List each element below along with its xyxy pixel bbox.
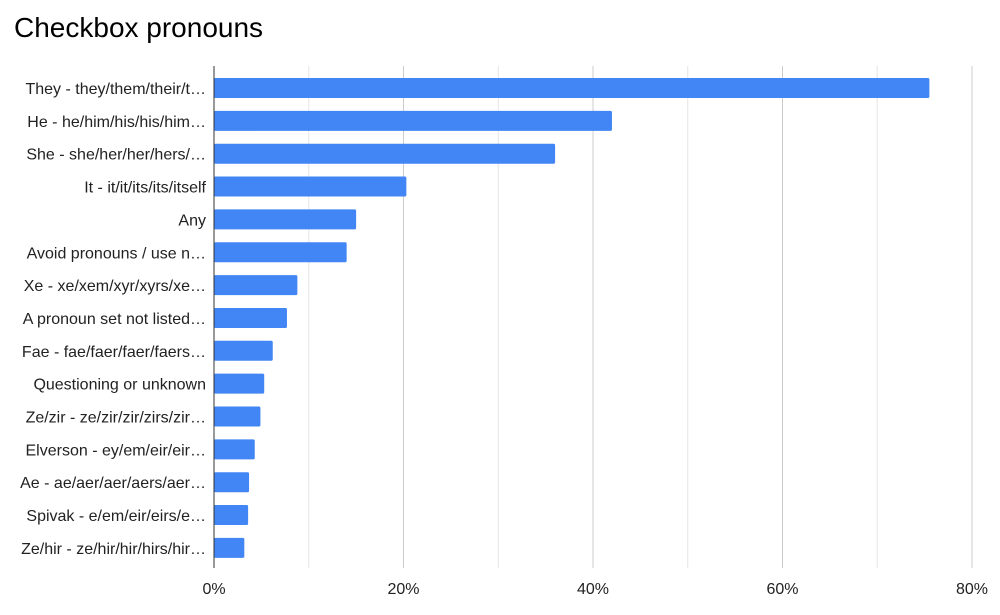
x-tick-labels: 0% 20% 40% 60% 80% xyxy=(202,581,988,598)
gridlines xyxy=(308,66,973,568)
category-label: Ze/hir - ze/hir/hir/hirs/hir… xyxy=(21,541,206,558)
category-label: Questioning or unknown xyxy=(33,377,206,394)
category-label: They - they/them/their/t… xyxy=(25,81,206,98)
bar xyxy=(214,472,250,493)
category-label: It - it/it/its/its/itself xyxy=(84,180,206,197)
bar xyxy=(214,537,245,558)
category-label: Elverson - ey/em/eir/eir… xyxy=(26,442,207,459)
bar xyxy=(214,505,249,526)
category-label: He - he/him/his/his/him… xyxy=(27,114,206,131)
x-tick-label: 80% xyxy=(956,581,988,598)
bar xyxy=(214,340,273,361)
category-label: Avoid pronouns / use n… xyxy=(27,245,206,262)
bar xyxy=(214,242,347,263)
bar xyxy=(214,143,556,164)
category-label: Fae - fae/faer/faer/faers… xyxy=(22,344,206,361)
bar xyxy=(214,307,287,328)
bar xyxy=(214,209,357,230)
x-tick-label: 0% xyxy=(202,581,225,598)
category-label: Ze/zir - ze/zir/zir/zirs/zir… xyxy=(26,410,206,427)
category-label: She - she/her/her/hers/… xyxy=(26,147,206,164)
bar xyxy=(214,110,612,131)
bar xyxy=(214,439,255,460)
x-tick-label: 40% xyxy=(577,581,609,598)
chart-title: Checkbox pronouns xyxy=(14,12,264,43)
category-label: Xe - xe/xem/xyr/xyrs/xe… xyxy=(24,278,206,295)
bar xyxy=(214,373,265,394)
bar xyxy=(214,78,930,98)
x-tick-label: 60% xyxy=(766,581,798,598)
category-label: Any xyxy=(178,212,206,229)
category-label: A pronoun set not listed… xyxy=(23,311,206,328)
category-label: Ae - ae/aer/aer/aers/aer… xyxy=(20,475,206,492)
bar xyxy=(214,406,261,427)
category-label: Spivak - e/em/eir/eirs/e… xyxy=(26,508,206,525)
bar xyxy=(214,275,298,296)
bar xyxy=(214,176,407,197)
category-labels: They - they/them/their/t… He - he/him/his… xyxy=(20,81,206,558)
x-tick-label: 20% xyxy=(387,581,419,598)
bars-group xyxy=(214,78,930,558)
